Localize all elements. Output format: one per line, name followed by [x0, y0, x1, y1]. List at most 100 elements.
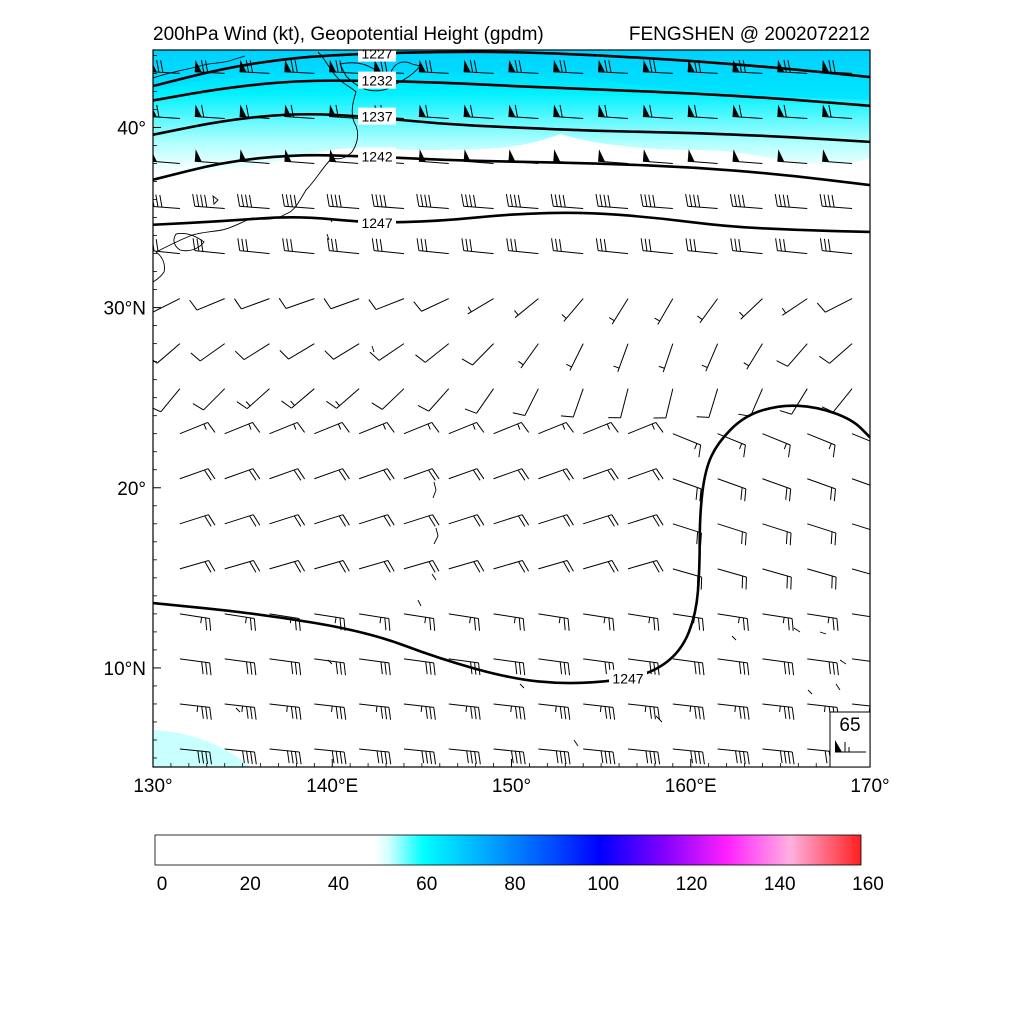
barb-staff: [717, 703, 748, 708]
barb-feather: [369, 351, 380, 361]
barb-feather: [648, 194, 652, 207]
barb-staff: [194, 115, 225, 119]
barb-pennant: [687, 59, 695, 73]
barb-staff: [329, 115, 360, 119]
barb-staff: [822, 115, 853, 119]
barb-staff: [381, 388, 405, 410]
barb-feather: [738, 104, 742, 118]
barb-feather: [294, 561, 302, 573]
barb-feather: [469, 239, 473, 252]
barb-feather: [565, 422, 574, 433]
barb-feather: [383, 561, 391, 573]
barb-feather: [879, 489, 880, 501]
barb-feather: [424, 194, 428, 207]
barb-feather: [429, 751, 433, 764]
barb-feather: [155, 194, 159, 207]
barb-feather: [559, 706, 563, 719]
barb-feather: [428, 561, 436, 573]
barb-feather: [559, 59, 563, 73]
contour-1247: [153, 404, 870, 685]
barb-feather: [204, 515, 212, 527]
barb-pennant: [418, 59, 426, 73]
barb-staff: [598, 205, 629, 210]
barb-staff: [699, 298, 719, 324]
barb-feather: [201, 751, 205, 764]
barb-feather: [189, 299, 198, 311]
barb-staff: [179, 514, 209, 525]
reference-box-frame: [829, 711, 871, 768]
barb-staff: [403, 514, 433, 525]
barb-feather: [640, 238, 644, 251]
barb-feather: [827, 194, 831, 207]
barb-feather: [298, 751, 302, 765]
sw-shading: [153, 730, 250, 767]
barb-feather: [298, 662, 302, 676]
barb-feather: [470, 751, 473, 764]
barb-feather: [281, 400, 292, 409]
barb-feather: [610, 422, 619, 433]
barb-feather: [464, 408, 477, 414]
barb-staff: [448, 421, 477, 435]
barb-pennant: [598, 59, 606, 73]
barb-feather: [831, 194, 835, 208]
barb-staff: [448, 748, 479, 753]
barb-staff: [583, 468, 612, 480]
barb-feather: [746, 662, 750, 676]
barb-staff: [672, 658, 703, 664]
barb-feather: [778, 194, 782, 207]
barb-feather: [248, 469, 257, 481]
barb-feather: [514, 104, 518, 118]
barb-feather: [286, 750, 290, 764]
barb-feather: [246, 661, 249, 675]
barb-feather: [834, 532, 837, 546]
barb-feather: [518, 751, 522, 764]
colorbar-tick-label: 160: [852, 874, 884, 895]
barb-staff: [538, 703, 569, 708]
barb-feather: [476, 468, 485, 480]
coast-honshu: [155, 51, 359, 253]
barb-staff: [777, 115, 808, 119]
barb-half-feather: [644, 705, 647, 713]
barb-staff: [538, 468, 567, 480]
barb-feather: [563, 662, 567, 675]
barb-feather: [562, 515, 571, 527]
barb-staff: [642, 205, 673, 210]
barb-feather: [701, 618, 705, 631]
barb-staff: [284, 115, 315, 119]
barb-staff: [852, 703, 870, 707]
barb-staff: [627, 748, 658, 753]
barb-half-feather: [566, 363, 572, 368]
barb-feather: [190, 352, 201, 362]
barb-feather: [153, 198, 155, 207]
barb-feather: [379, 194, 383, 207]
barb-feather: [156, 104, 160, 118]
barb-staff: [403, 421, 432, 435]
barb-staff: [851, 478, 870, 486]
barb-staff: [493, 703, 524, 708]
barb-staff: [851, 568, 870, 575]
barb-feather: [559, 661, 563, 675]
barb-feather: [702, 662, 705, 676]
barb-staff: [617, 343, 629, 373]
barb-staff: [359, 748, 390, 753]
barb-staff: [358, 560, 389, 570]
barb-staff: [782, 298, 808, 316]
barb-pennant: [553, 104, 561, 117]
barb-feather: [791, 662, 795, 676]
barb-feather: [388, 618, 391, 631]
barb-feather: [387, 560, 395, 572]
barb-feather: [819, 194, 823, 207]
barb-feather: [702, 751, 705, 765]
barb-feather: [245, 239, 249, 252]
barb-feather: [209, 707, 212, 720]
height-contours: 1227 1232 1237 1242 1247 1247: [153, 50, 870, 687]
barb-staff: [807, 523, 836, 534]
barb-feather: [830, 487, 833, 500]
barb-feather: [512, 412, 525, 416]
barb-feather: [204, 194, 208, 208]
lon-tick-label: 160°E: [665, 776, 717, 797]
barb-feather: [476, 514, 485, 526]
barb-feather: [338, 561, 346, 573]
barb-feather: [653, 751, 657, 764]
barb-half-feather: [739, 311, 744, 317]
